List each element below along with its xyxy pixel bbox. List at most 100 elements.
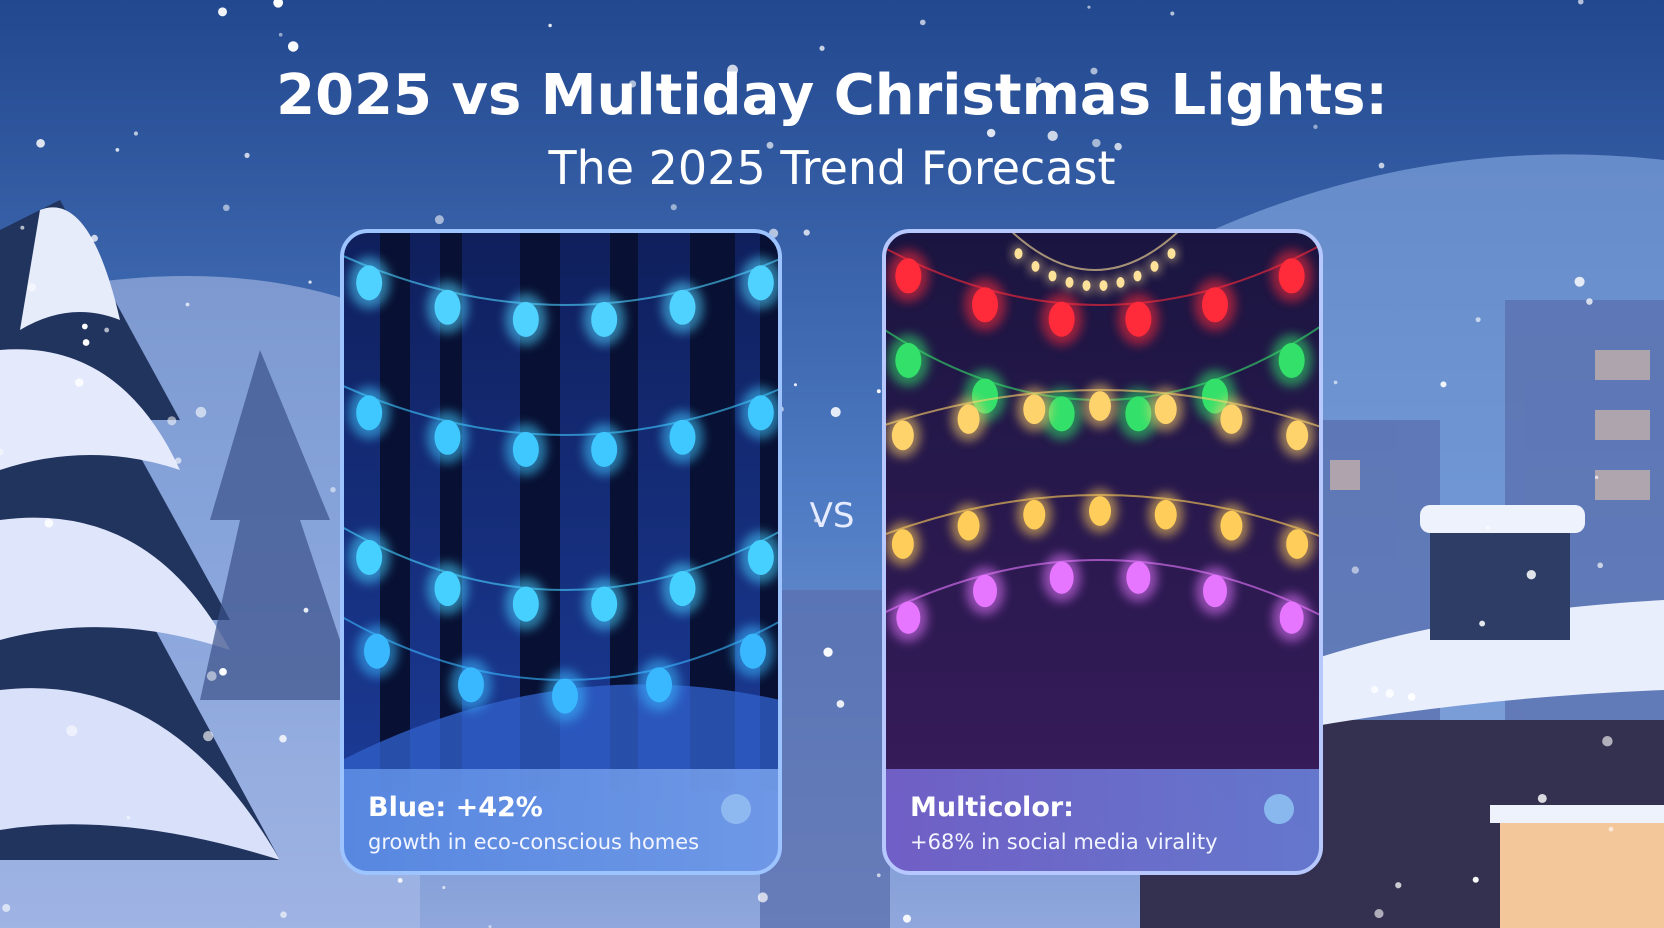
light-string (1009, 231, 1181, 271)
bulb (434, 419, 461, 455)
snowflake (1313, 124, 1318, 129)
bulb (1220, 404, 1243, 434)
snowflake (0, 448, 4, 456)
bulb (1125, 396, 1152, 432)
snowflake (1407, 693, 1416, 701)
bulb (1089, 496, 1111, 526)
snowflake (1479, 620, 1486, 627)
bulb (1126, 561, 1151, 594)
snowflake (280, 911, 287, 918)
snowflake (185, 302, 190, 307)
snowflake (548, 23, 552, 28)
snowflake (793, 383, 797, 387)
snowflake (1090, 67, 1098, 75)
snowflake (126, 815, 131, 820)
snowflake (308, 280, 312, 284)
snowflake (629, 80, 637, 88)
snowflake (90, 234, 98, 242)
snowflake (876, 389, 881, 394)
bulb (669, 289, 696, 325)
snowflake (1092, 138, 1101, 148)
card-image (342, 231, 780, 873)
snowflake (1594, 475, 1599, 480)
snowflake (561, 92, 570, 102)
snowflake (986, 128, 996, 138)
snowflake (1087, 5, 1091, 9)
snowflake (670, 204, 677, 211)
snowflake (830, 407, 841, 418)
title: 2025 vs Multiday Christmas Lights: (276, 63, 1388, 128)
bulb (356, 539, 383, 575)
snowflake (203, 731, 214, 742)
bulb (1023, 499, 1046, 530)
snowflake (902, 914, 912, 923)
snowflake (397, 877, 403, 883)
card: Blue: +42% growth in eco-conscious homes (340, 229, 782, 875)
bulb (364, 633, 390, 669)
bulb (591, 586, 618, 622)
snowflake (803, 229, 810, 236)
bulb (1089, 391, 1111, 421)
bulb (896, 601, 921, 634)
bulb (740, 633, 766, 669)
snowflake (44, 518, 54, 528)
snowy-tree (0, 200, 360, 860)
bulb (972, 287, 998, 323)
bulb (1116, 277, 1125, 288)
snowflake (133, 131, 139, 136)
windows (1330, 350, 1650, 500)
snowflake (434, 215, 444, 225)
snowflake (175, 457, 182, 464)
snowflake (104, 327, 110, 333)
bulb (957, 510, 980, 541)
bulb (1279, 601, 1304, 634)
card-border (340, 229, 782, 875)
snowflake (836, 700, 845, 708)
snowflake (814, 518, 819, 523)
snowflake (757, 892, 768, 903)
bulb (1286, 420, 1309, 451)
bulb (895, 342, 922, 378)
bulb (1154, 499, 1177, 530)
tree-trunk (440, 231, 462, 791)
bulb (1150, 261, 1159, 272)
dot (721, 794, 751, 824)
bulb (1065, 277, 1074, 288)
snowflake (1035, 77, 1042, 84)
snowflake (81, 323, 88, 330)
light-string (342, 519, 780, 591)
bulb (895, 258, 922, 294)
snowflake (244, 152, 250, 158)
bulb (1014, 248, 1023, 259)
snowflake (279, 734, 287, 743)
bulb (957, 404, 980, 434)
bulb (1202, 287, 1228, 323)
snowflake (1114, 142, 1122, 151)
card-image (884, 231, 1321, 873)
snowflake (1395, 882, 1402, 889)
bulb (1023, 394, 1046, 425)
bulb (434, 570, 461, 607)
snowflake (1578, 0, 1584, 5)
tree-trunk (380, 231, 410, 791)
bulb (891, 420, 914, 451)
snowflake (1526, 569, 1536, 580)
snowflake (819, 45, 825, 51)
bulb (1048, 301, 1075, 337)
snowflake (28, 283, 37, 292)
snowflake (1333, 380, 1338, 385)
bulb (1048, 270, 1057, 282)
snowflake (823, 647, 833, 657)
light-string (884, 559, 1321, 621)
dot (1264, 794, 1294, 824)
snowflake (167, 416, 177, 426)
bulb (973, 574, 997, 608)
snowflake (206, 671, 217, 681)
subtitle: The 2025 Trend Forecast (547, 141, 1115, 195)
bulb (669, 570, 696, 607)
snowflake (82, 339, 90, 346)
bulb (1167, 248, 1176, 259)
bulb (1082, 280, 1091, 291)
snowflake (1586, 298, 1593, 305)
snowflake (1486, 525, 1490, 530)
